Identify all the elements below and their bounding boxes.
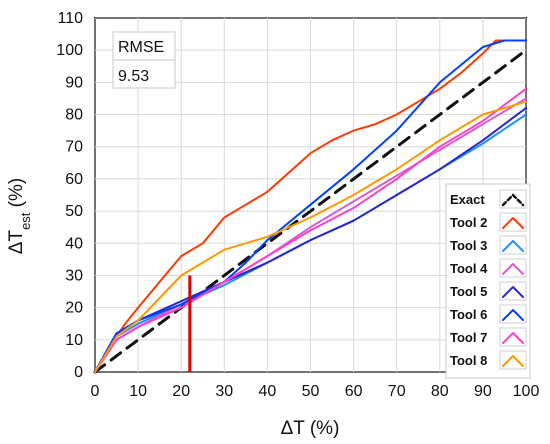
- y-tick-label-100: 100: [56, 42, 83, 59]
- legend-swatch-tool-3: [502, 240, 524, 252]
- legend-label-tool-6: Tool 6: [450, 307, 487, 322]
- y-tick-label-40: 40: [65, 235, 83, 252]
- x-tick-label-0: 0: [91, 383, 100, 400]
- legend-label-tool-3: Tool 3: [450, 238, 487, 253]
- y-tick-label-30: 30: [65, 267, 83, 284]
- legend-swatch-tool-6: [502, 309, 524, 321]
- x-tick-label-70: 70: [388, 383, 406, 400]
- x-tick-label-40: 40: [259, 383, 277, 400]
- y-tick-label-90: 90: [65, 74, 83, 91]
- y-tick-label-0: 0: [74, 364, 83, 381]
- legend-label-tool-8: Tool 8: [450, 353, 487, 368]
- legend-label-tool-5: Tool 5: [450, 284, 487, 299]
- legend: Exact Tool 2 Tool 3 Tool 4 Tool 5 Tool 6 Tool …: [445, 183, 531, 379]
- y-tick-label-10: 10: [65, 332, 83, 349]
- y-tick-label-60: 60: [65, 171, 83, 188]
- rmse-value: 9.53: [118, 68, 149, 85]
- legend-swatch-tool-7: [502, 332, 524, 344]
- x-tick-label-30: 30: [215, 383, 233, 400]
- legend-swatch-tool-8: [502, 355, 524, 367]
- y-axis-title-subscript: est: [18, 212, 33, 230]
- legend-swatch-box-tool-5: [499, 281, 527, 301]
- legend-label-tool-7: Tool 7: [450, 330, 487, 345]
- series-line-tool-7: [94, 87, 527, 373]
- y-axis-title: ΔTest (%): [6, 178, 33, 254]
- legend-swatch-box-exact: [499, 189, 527, 209]
- legend-label-tool-4: Tool 4: [450, 261, 488, 276]
- axis-ticks: 0 10 20 30 40 50 60 70 80 90 100 0 10 20 30 40 50 60 70 80 9…: [56, 10, 539, 400]
- x-tick-label-90: 90: [474, 383, 492, 400]
- x-tick-label-80: 80: [431, 383, 449, 400]
- x-tick-label-100: 100: [513, 383, 540, 400]
- y-tick-label-20: 20: [65, 300, 83, 317]
- series-line-tool-6: [94, 39, 527, 373]
- legend-swatch-box-tool-2: [499, 212, 527, 232]
- rmse-label: RMSE: [118, 39, 164, 56]
- series-lines: [93, 39, 528, 374]
- x-tick-label-50: 50: [302, 383, 320, 400]
- legend-swatch-tool-4: [502, 263, 524, 275]
- legend-swatch-box-tool-7: [499, 327, 527, 347]
- y-axis-title-main: ΔT: [6, 230, 27, 255]
- y-tick-label-50: 50: [65, 203, 83, 220]
- y-axis-title-suffix: (%): [6, 178, 27, 213]
- legend-swatch-exact: [501, 193, 525, 207]
- legend-label-tool-2: Tool 2: [450, 215, 487, 230]
- rmse-box: RMSE 9.53: [112, 31, 176, 89]
- x-tick-label-60: 60: [345, 383, 363, 400]
- legend-swatch-box-tool-3: [499, 235, 527, 255]
- legend-swatch-box-tool-4: [499, 258, 527, 278]
- series-line-exact: [93, 48, 528, 374]
- legend-label-exact: Exact: [450, 192, 485, 207]
- x-tick-label-20: 20: [172, 383, 190, 400]
- legend-swatch-box-tool-8: [499, 350, 527, 370]
- y-tick-label-80: 80: [65, 107, 83, 124]
- x-axis-title: ΔT (%): [281, 418, 340, 439]
- series-line-tool-2: [94, 39, 527, 373]
- y-tick-label-110: 110: [57, 10, 83, 27]
- x-tick-label-10: 10: [129, 383, 147, 400]
- legend-swatch-box-tool-6: [499, 304, 527, 324]
- legend-swatch-tool-5: [502, 286, 524, 298]
- series-line-tool-8: [94, 100, 527, 373]
- legend-swatch-tool-2: [502, 217, 524, 229]
- y-tick-label-70: 70: [65, 139, 83, 156]
